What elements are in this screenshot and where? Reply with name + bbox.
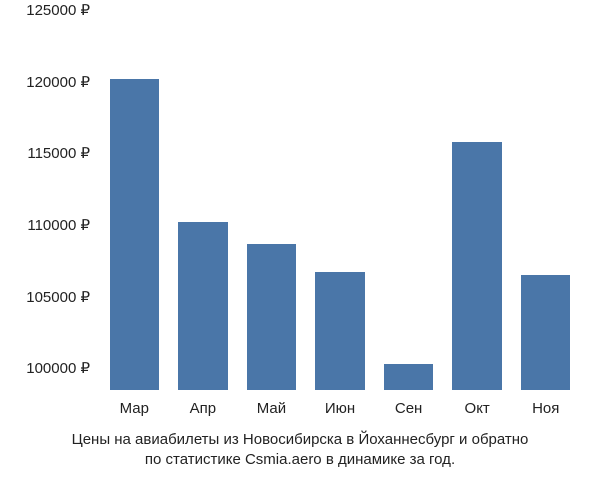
bar — [384, 364, 433, 390]
y-tick-label: 125000 ₽ — [0, 1, 90, 19]
bar — [247, 244, 296, 390]
bar-slot: Окт — [443, 10, 512, 390]
bar-slot: Сен — [374, 10, 443, 390]
x-tick-label: Сен — [395, 400, 422, 417]
bar — [178, 222, 227, 390]
bars-container: МарАпрМайИюнСенОктНоя — [100, 10, 580, 390]
bar — [110, 79, 159, 390]
x-tick-label: Апр — [190, 400, 216, 417]
bar — [452, 142, 501, 390]
plot-area: МарАпрМайИюнСенОктНоя — [100, 10, 580, 390]
chart-caption: Цены на авиабилеты из Новосибирска в Йох… — [0, 430, 600, 471]
price-bar-chart: МарАпрМайИюнСенОктНоя Цены на авиабилеты… — [0, 0, 600, 500]
x-tick-label: Окт — [465, 400, 490, 417]
caption-line-1: Цены на авиабилеты из Новосибирска в Йох… — [0, 430, 600, 450]
y-tick-label: 105000 ₽ — [0, 288, 90, 306]
bar-slot: Май — [237, 10, 306, 390]
y-tick-label: 110000 ₽ — [0, 216, 90, 234]
y-tick-label: 100000 ₽ — [0, 359, 90, 377]
x-tick-label: Ноя — [532, 400, 559, 417]
x-tick-label: Май — [257, 400, 286, 417]
x-tick-label: Мар — [120, 400, 149, 417]
bar — [315, 272, 364, 390]
bar-slot: Мар — [100, 10, 169, 390]
bar — [521, 275, 570, 390]
bar-slot: Июн — [306, 10, 375, 390]
x-tick-label: Июн — [325, 400, 355, 417]
bar-slot: Ноя — [511, 10, 580, 390]
y-tick-label: 120000 ₽ — [0, 73, 90, 91]
caption-line-2: по статистике Csmia.aero в динамике за г… — [0, 450, 600, 470]
y-tick-label: 115000 ₽ — [0, 144, 90, 162]
bar-slot: Апр — [169, 10, 238, 390]
